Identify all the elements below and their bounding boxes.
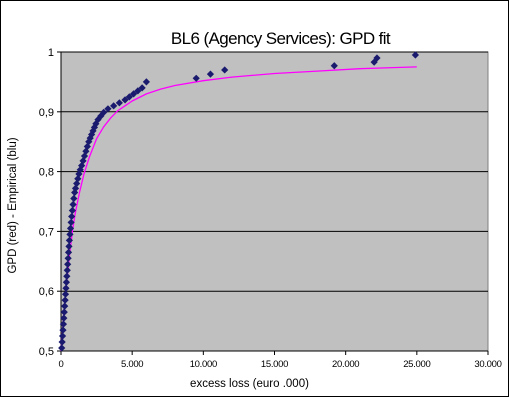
- plot-area: [60, 51, 489, 352]
- empirical-point: [104, 105, 112, 113]
- y-tick-label: 0,5: [39, 346, 54, 358]
- empirical-point: [60, 308, 68, 316]
- y-tick-label: 0,6: [39, 286, 54, 298]
- empirical-point: [63, 266, 71, 274]
- x-tick-label: 0: [59, 359, 64, 370]
- y-tick-label: 0,7: [39, 226, 54, 238]
- chart-title: BL6 (Agency Services): GPD fit: [171, 29, 391, 48]
- empirical-point: [66, 230, 74, 238]
- x-tick-label: 30.000: [474, 359, 501, 370]
- empirical-point: [70, 194, 78, 203]
- empirical-point: [370, 58, 378, 66]
- empirical-point: [61, 296, 69, 304]
- empirical-point: [330, 62, 338, 70]
- series-layer: [58, 51, 420, 352]
- empirical-point: [125, 93, 133, 101]
- y-tick-label: 1: [48, 47, 54, 59]
- x-tick-label: 5.000: [121, 359, 143, 370]
- empirical-point: [66, 224, 75, 233]
- empirical-point: [64, 248, 73, 256]
- empirical-point: [65, 242, 73, 250]
- empirical-point: [64, 260, 72, 268]
- empirical-point: [100, 108, 108, 116]
- y-tick-label: 0,8: [39, 167, 54, 179]
- empirical-point: [80, 152, 89, 160]
- empirical-point: [59, 326, 67, 334]
- empirical-point: [64, 254, 72, 262]
- empirical-point: [60, 314, 68, 322]
- empirical-point: [411, 51, 420, 59]
- x-axis-ticks: 0 5.000 10.000 15.000 20.000 25.000 30.000: [59, 52, 502, 370]
- empirical-point: [58, 344, 66, 352]
- empirical-point: [68, 206, 76, 215]
- y-axis-ticks: 0,5 0,6 0,7 0,8 0,9 1: [39, 47, 61, 358]
- empirical-point: [192, 74, 200, 82]
- empirical-point: [142, 78, 150, 86]
- empirical-point: [121, 96, 129, 104]
- x-axis-label: excess loss (euro .000): [190, 378, 309, 390]
- empirical-point: [58, 332, 67, 340]
- empirical-point: [62, 278, 71, 286]
- empirical-point: [138, 84, 146, 92]
- empirical-point: [221, 66, 229, 74]
- empirical-point: [65, 236, 73, 244]
- x-tick-label: 25.000: [403, 359, 430, 370]
- empirical-point: [71, 188, 79, 197]
- empirical-point: [74, 175, 82, 183]
- empirical-point: [58, 338, 66, 346]
- empirical-point: [61, 290, 70, 298]
- empirical-point: [373, 54, 381, 62]
- empirical-point: [59, 320, 68, 328]
- empirical-point: [68, 212, 76, 221]
- empirical-point: [129, 90, 138, 98]
- empirical-point: [206, 70, 215, 78]
- empirical-point: [71, 184, 80, 192]
- empirical-point: [69, 200, 77, 209]
- empirical-point: [67, 218, 75, 227]
- empirical-point: [73, 179, 81, 188]
- empirical-point: [63, 272, 71, 280]
- x-tick-label: 15.000: [261, 359, 288, 370]
- empirical-point: [61, 302, 69, 310]
- empirical-point: [134, 87, 142, 95]
- gridlines: [61, 51, 488, 292]
- x-tick-label: 10.000: [190, 359, 217, 370]
- y-tick-label: 0,9: [39, 107, 54, 119]
- empirical-point: [115, 99, 123, 107]
- empirical-point: [62, 284, 70, 292]
- empirical-point: [110, 102, 118, 110]
- y-axis-label: GPD (red) - Empirical (blu): [7, 137, 19, 273]
- x-tick-label: 20.000: [332, 359, 359, 370]
